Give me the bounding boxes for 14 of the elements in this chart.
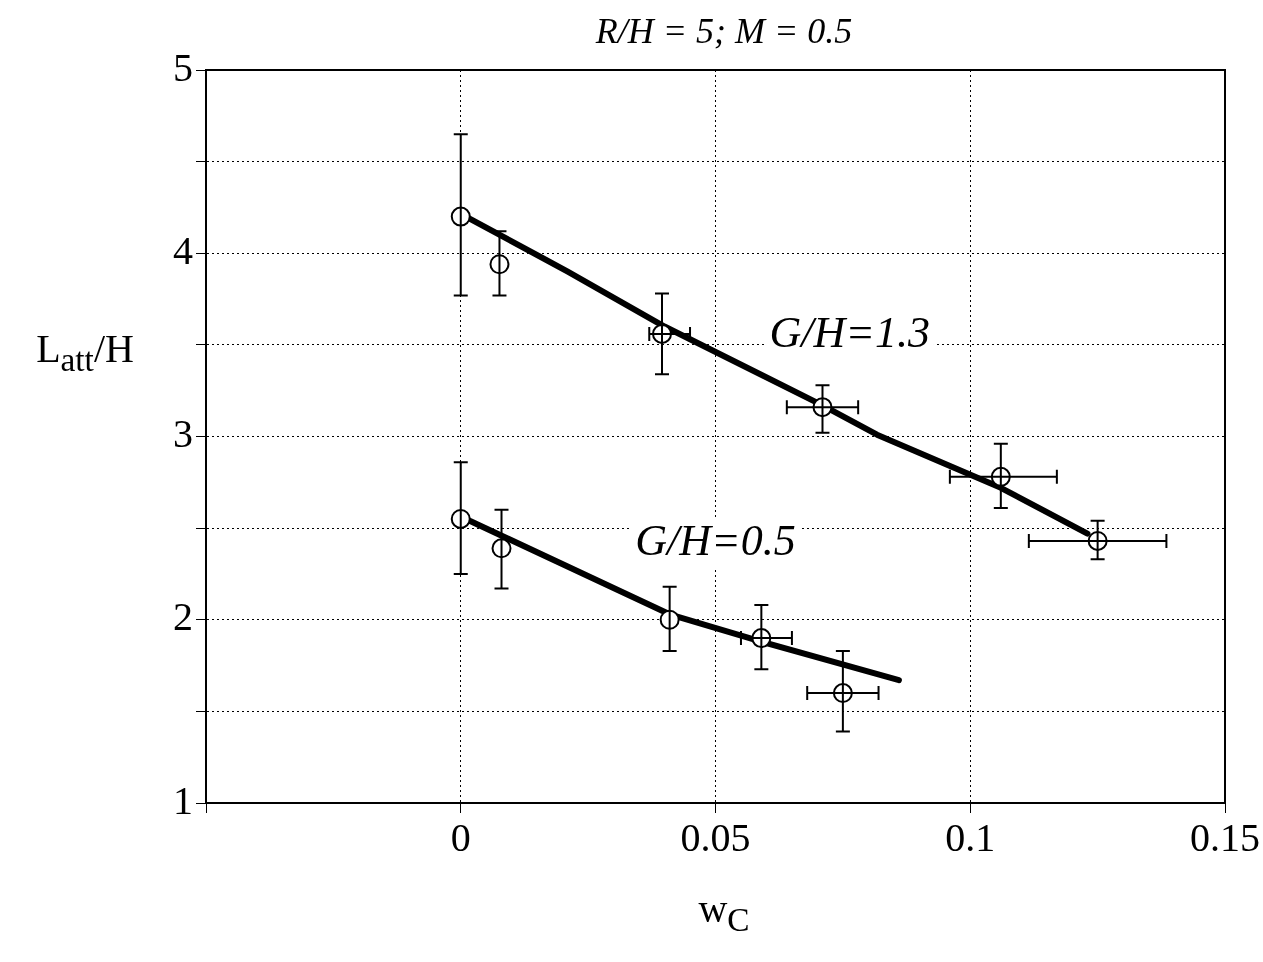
y-tick-label: 5 bbox=[173, 44, 193, 90]
y-tick-label: 2 bbox=[173, 594, 193, 640]
series-label: G/H=0.5 bbox=[635, 515, 796, 565]
chart-title: R/H = 5; M = 0.5 bbox=[594, 10, 854, 52]
x-tick-label: 0.05 bbox=[680, 814, 751, 860]
y-tick-label: 4 bbox=[173, 227, 193, 273]
x-axis-title: w$_{C}$ bbox=[697, 885, 751, 939]
x-tick-label: 0.15 bbox=[1190, 814, 1260, 860]
x-tick-label: 0 bbox=[450, 814, 471, 860]
y-axis-title: L$_{att}$/H bbox=[35, 325, 135, 379]
series-label: G/H=1.3 bbox=[769, 307, 930, 357]
x-tick-label: 0.1 bbox=[945, 814, 996, 860]
y-tick-label: 3 bbox=[173, 411, 193, 456]
y-tick-label: 1 bbox=[173, 777, 193, 823]
